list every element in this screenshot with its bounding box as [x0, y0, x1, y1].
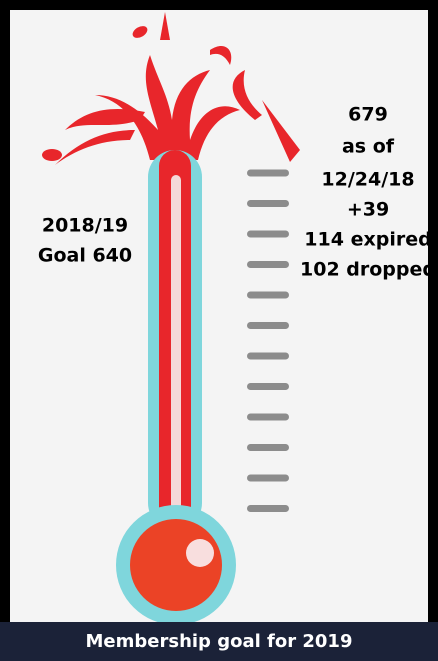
change: +39	[347, 199, 389, 221]
scale-tick	[247, 414, 289, 421]
goal-target: Goal 640	[38, 245, 132, 267]
bulb-shine	[186, 539, 214, 567]
scale-tick	[247, 383, 289, 390]
goal-season: 2018/19	[42, 215, 128, 237]
as-of: as of	[342, 136, 395, 158]
scale-tick	[247, 200, 289, 207]
scale-tick	[247, 170, 289, 177]
scale-tick	[247, 231, 289, 238]
scale-tick	[247, 261, 289, 268]
count: 679	[348, 104, 388, 126]
infographic: 2018/19 Goal 640 679 as of 12/24/18 +39 …	[0, 0, 438, 661]
page: {"goal": {"season": "2018/19", "target":…	[0, 0, 438, 661]
scale-tick	[247, 322, 289, 329]
bulb	[130, 519, 222, 611]
splash-drop	[42, 149, 62, 161]
footer-caption: Membership goal for 2019	[86, 631, 353, 652]
date: 12/24/18	[321, 169, 414, 191]
expired: 114 expired	[304, 229, 431, 251]
dropped: 102 dropped	[300, 259, 436, 281]
scale-tick	[247, 444, 289, 451]
scale-tick	[247, 353, 289, 360]
scale-tick	[247, 292, 289, 299]
scale-tick	[247, 505, 289, 512]
tube-shine	[171, 175, 181, 515]
scale-tick	[247, 475, 289, 482]
